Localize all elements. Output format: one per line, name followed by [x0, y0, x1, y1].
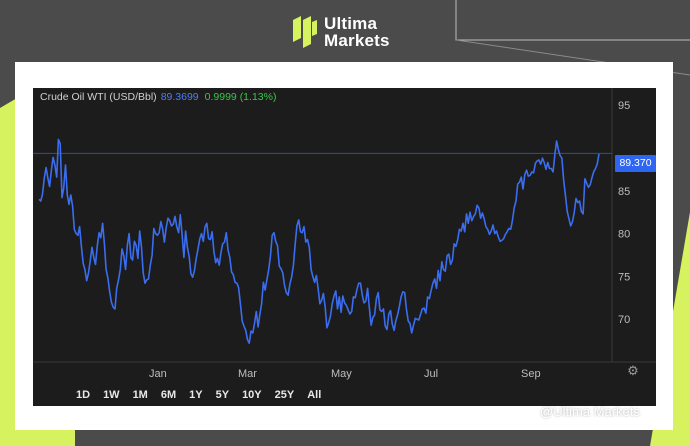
watermark-text: @Ultima Markets	[540, 404, 640, 419]
range-button-all[interactable]: All	[307, 389, 322, 401]
time-range-selector: 1D 1W 1M 6M 1Y 5Y 10Y 25Y All	[76, 386, 334, 404]
price-change: 0.9999 (1.13%)	[204, 91, 277, 103]
range-button-1y[interactable]: 1Y	[189, 389, 203, 401]
instrument-name: Crude Oil WTI (USD/Bbl)	[40, 91, 157, 103]
price-chart[interactable]: 70 75 80 85 95 Jan Mar May Jul Sep Crude Oil WTI …	[33, 88, 656, 406]
last-price: 89.3699	[160, 91, 199, 103]
brand-line-1: Ultima	[324, 14, 378, 33]
y-tick-label: 85	[618, 186, 630, 198]
x-tick-label: May	[331, 368, 352, 380]
range-button-6m[interactable]: 6M	[160, 389, 177, 401]
current-price-tag: 89.370	[615, 155, 656, 172]
y-tick-label: 95	[618, 100, 630, 112]
y-tick-label: 75	[618, 271, 630, 283]
price-series-line	[38, 138, 600, 344]
ultima-logo-icon	[293, 16, 317, 48]
x-tick-label: Mar	[238, 368, 257, 380]
range-button-25y[interactable]: 25Y	[274, 389, 295, 401]
range-button-1m[interactable]: 1M	[132, 389, 148, 401]
settings-gear-icon[interactable]: ⚙	[627, 363, 639, 378]
brand-logo: Ultima Markets	[293, 14, 390, 50]
range-button-10y[interactable]: 10Y	[242, 389, 262, 401]
y-tick-label: 70	[618, 314, 630, 326]
chart-header: Crude Oil WTI (USD/Bbl) 89.3699 0.9999 (1.…	[40, 91, 276, 103]
brand-name: Ultima Markets	[324, 15, 390, 49]
range-button-1d[interactable]: 1D	[76, 389, 91, 401]
brand-line-2: Markets	[324, 31, 390, 50]
range-button-5y[interactable]: 5Y	[215, 389, 230, 401]
price-chart-svg: 70 75 80 85 95 Jan Mar May Jul Sep	[33, 88, 656, 380]
y-tick-label: 80	[618, 229, 630, 241]
x-tick-label: Jul	[424, 368, 438, 380]
range-button-1w[interactable]: 1W	[103, 389, 120, 401]
x-tick-label: Sep	[521, 368, 541, 380]
x-tick-label: Jan	[149, 368, 167, 380]
